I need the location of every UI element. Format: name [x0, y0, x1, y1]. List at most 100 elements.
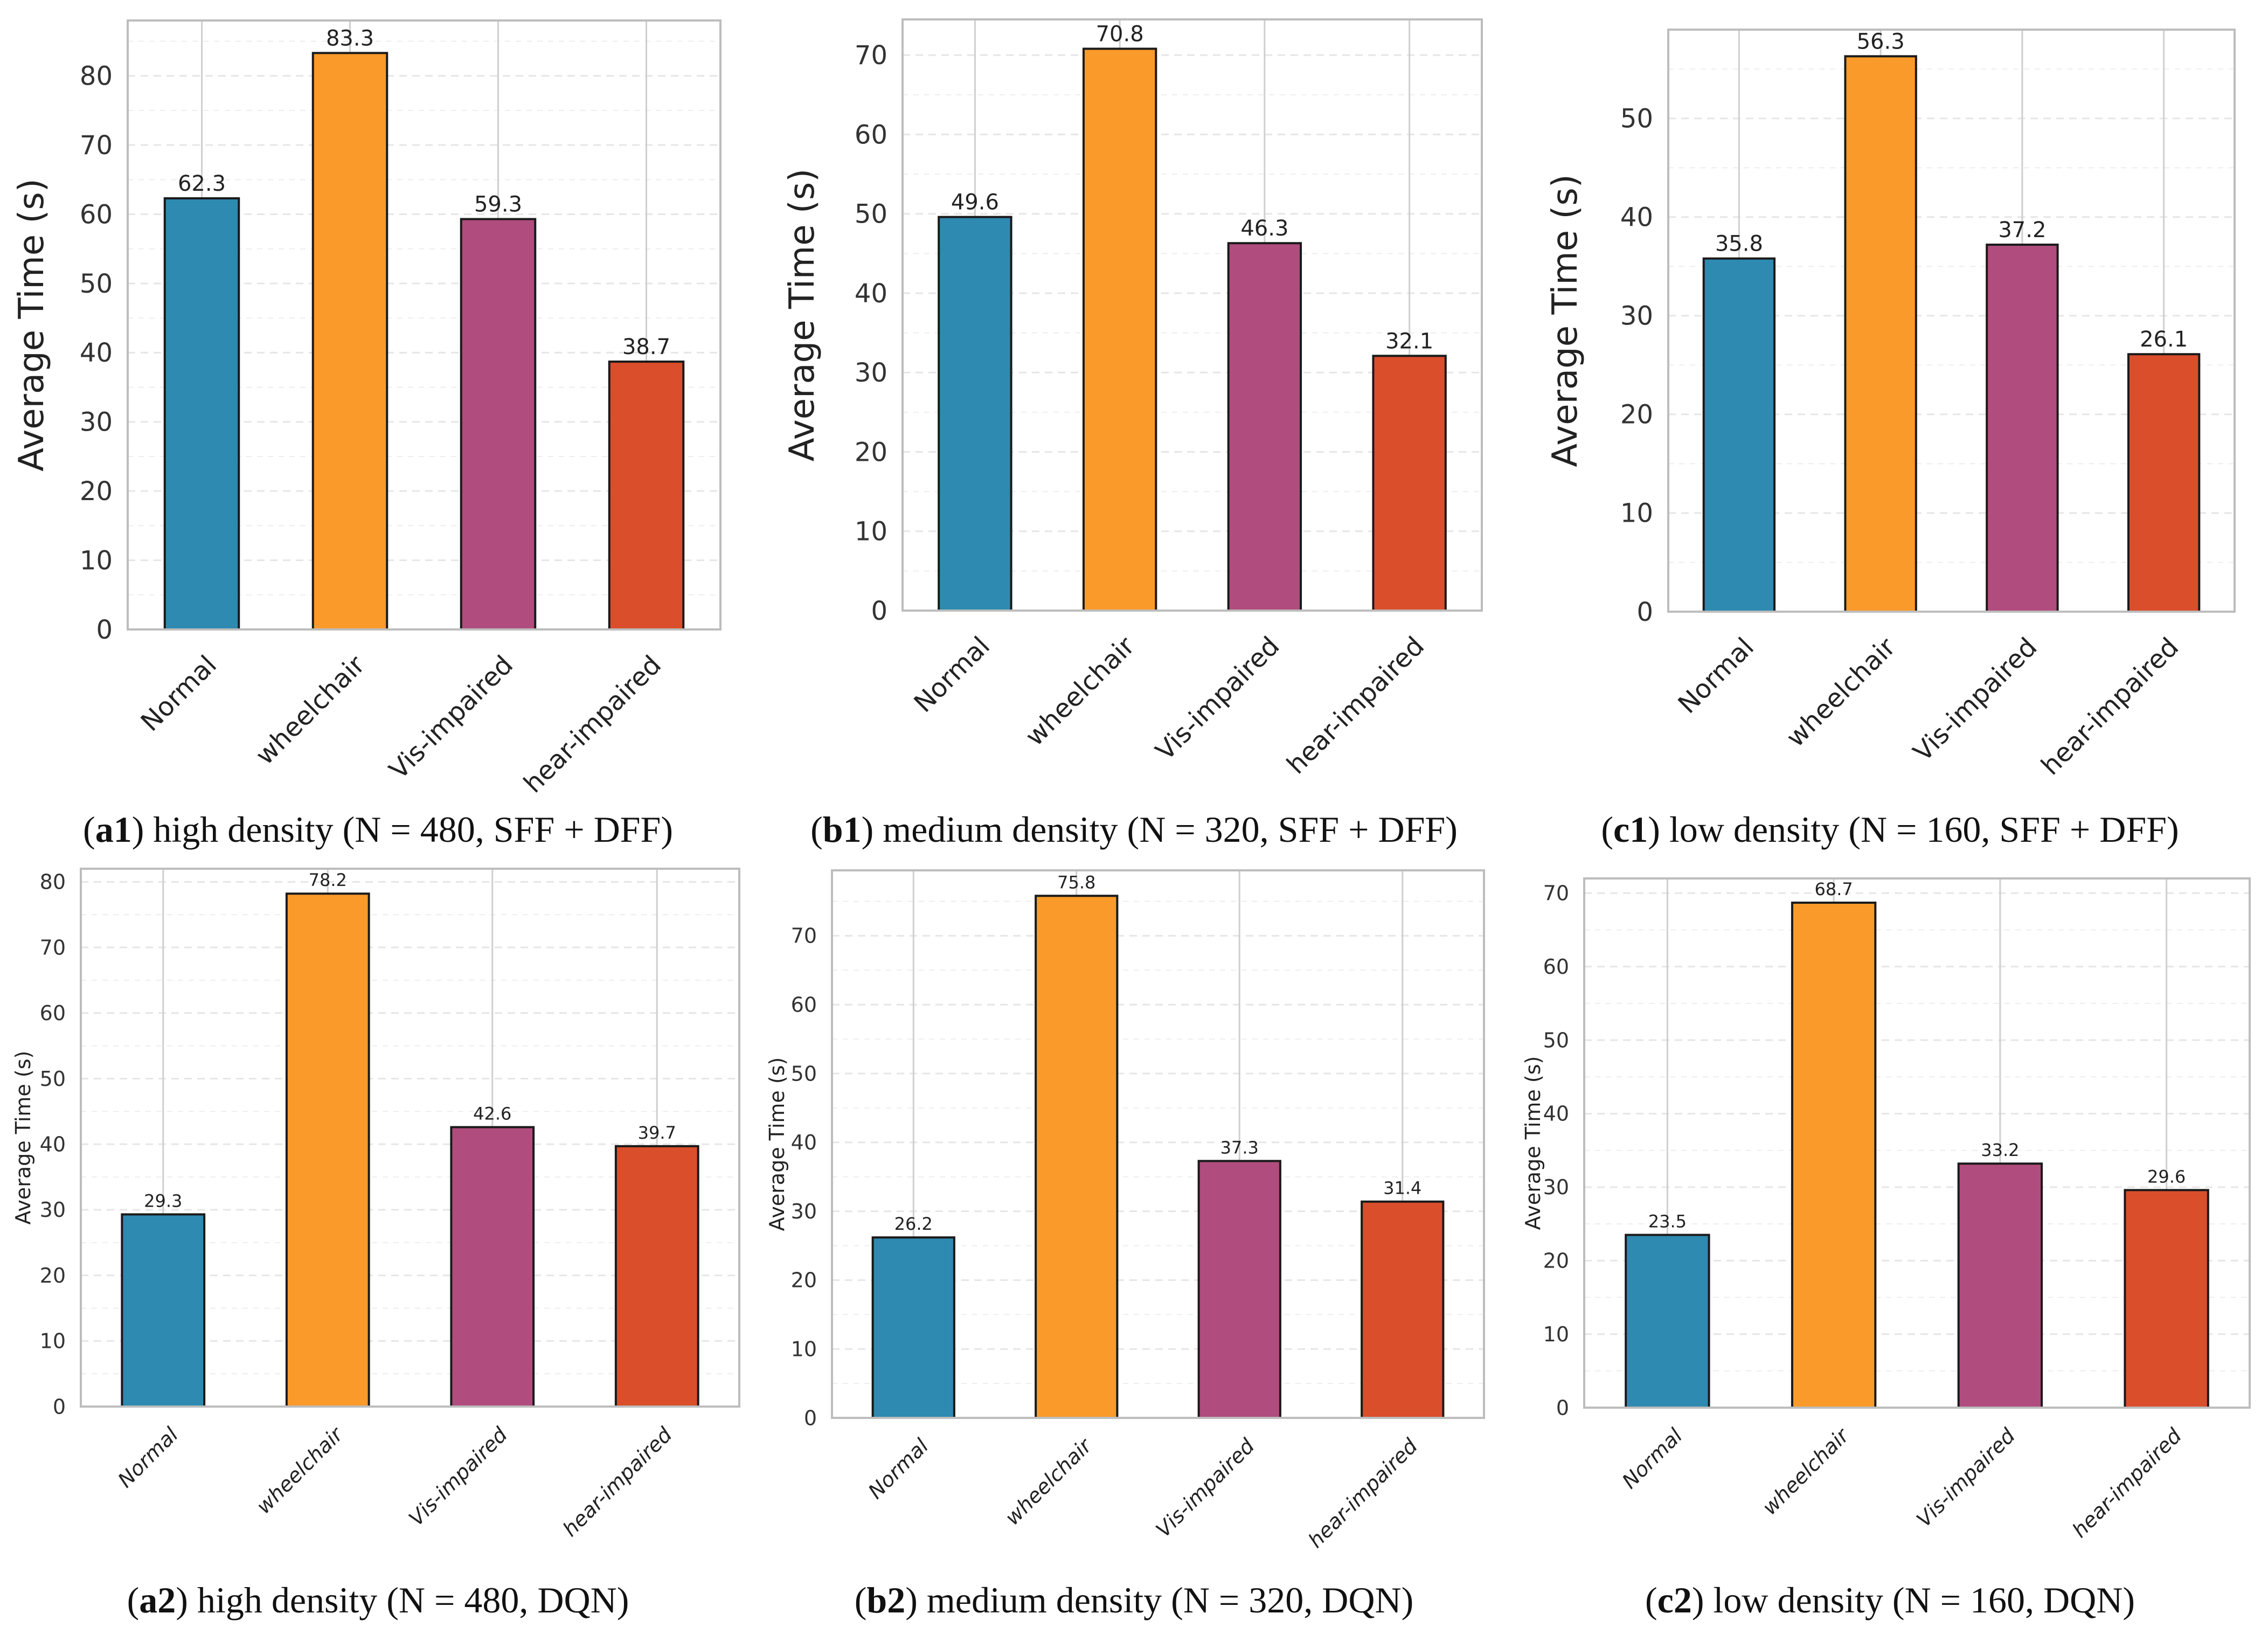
caption-text: medium density (N = 320, SFF + DFF) [883, 809, 1458, 850]
y-tick-label: 40 [80, 338, 113, 368]
y-tick-label: 40 [40, 1132, 66, 1156]
caption-tag: c2 [1657, 1580, 1692, 1621]
y-tick-label: 20 [855, 437, 887, 467]
chart-panel-c1: 0 10 20 30 40 50 35.8 56.3 37.2 26.1 Normal wheelch… [1512, 0, 2268, 868]
value-label: 59.3 [474, 192, 522, 217]
bar-vis-impaired [1986, 244, 2059, 613]
caption-text: low density (N = 160, DQN) [1713, 1580, 2135, 1621]
bar-normal [871, 1236, 955, 1419]
bar-normal [163, 197, 240, 631]
value-label: 42.6 [473, 1104, 511, 1124]
bar-vis-impaired [1957, 1162, 2043, 1409]
y-tick-label: 50 [1543, 1028, 1569, 1052]
value-label: 62.3 [178, 171, 226, 196]
bar-normal [1625, 1234, 1710, 1409]
bar-vis-impaired [1227, 242, 1302, 612]
bar-chart-b2: 0 10 20 30 40 50 60 70 26.2 75.8 37.3 31.4 Normal whe… [765, 869, 1485, 1553]
y-axis-label: Average Time (s) [1545, 174, 1585, 467]
chart-panel-b2: 0 10 20 30 40 50 60 70 26.2 75.8 37.3 31.4 Normal whe… [756, 868, 1512, 1641]
y-tick-label: 30 [80, 407, 113, 438]
value-label: 70.8 [1096, 22, 1144, 46]
chart-panel-a2: 0 10 20 30 40 50 60 70 80 29.3 78.2 42.6 39.7 Normal w… [0, 868, 756, 1641]
x-tick-label: Vis-impaired [404, 1422, 512, 1531]
caption-text: high density (N = 480, DQN) [197, 1580, 629, 1621]
y-tick-label: 0 [1636, 597, 1653, 627]
y-tick-label: 20 [80, 476, 113, 507]
caption-b2: (b2) medium density (N = 320, DQN) [854, 1580, 1414, 1621]
value-label: 35.8 [1715, 232, 1763, 257]
x-tick-label: Vis-impaired [1152, 1434, 1260, 1542]
bar-hear-impaired [1361, 1200, 1445, 1420]
y-tick-label: 50 [40, 1067, 66, 1091]
x-tick-label: hear-impaired [1281, 631, 1430, 780]
caption-tag: a1 [95, 809, 132, 850]
plot-frame [127, 19, 722, 631]
y-tick-label: 70 [791, 924, 817, 948]
value-label: 49.6 [951, 190, 999, 215]
y-tick-label: 80 [80, 61, 113, 92]
bar-wheelchair [1035, 895, 1119, 1420]
value-label: 37.2 [1998, 218, 2046, 243]
value-label: 38.7 [622, 335, 670, 359]
chart-panel-c2: 0 10 20 30 40 50 60 70 23.5 68.7 33.2 29.6 Normal whe… [1512, 868, 2268, 1641]
y-tick-label: 80 [40, 870, 66, 894]
x-tick-label: Vis-impaired [1908, 632, 2043, 767]
x-tick-label: wheelchair [1019, 631, 1141, 752]
value-label: 29.6 [2147, 1166, 2186, 1187]
caption-tag: b2 [866, 1580, 906, 1621]
y-tick-label: 60 [855, 120, 887, 150]
bar-wheelchair [311, 52, 389, 631]
x-tick-label: wheelchair [250, 649, 371, 771]
bar-normal [121, 1213, 206, 1408]
y-tick-label: 50 [855, 199, 887, 230]
bar-hear-impaired [608, 361, 685, 631]
x-tick-label: hear-impaired [2035, 632, 2184, 781]
chart-panel-a1: 0 10 20 30 40 50 60 70 80 62.3 83.3 59.3 38.7 Normal w… [0, 0, 756, 868]
bar-normal [1702, 257, 1776, 613]
bar-wheelchair [1082, 47, 1157, 612]
value-label: 26.1 [2140, 327, 2188, 352]
bar-chart-a2: 0 10 20 30 40 50 60 70 80 29.3 78.2 42.6 39.7 Normal w… [11, 868, 740, 1541]
y-tick-label: 30 [1620, 301, 1653, 331]
y-tick-label: 0 [96, 615, 113, 645]
bar-hear-impaired [614, 1145, 699, 1408]
x-tick-label: Normal [135, 650, 223, 737]
value-label: 56.3 [1857, 29, 1905, 54]
x-tick-label: wheelchair [252, 1422, 348, 1518]
y-axis-label: Average Time (s) [11, 1051, 35, 1225]
caption-tag: b1 [822, 809, 862, 850]
x-tick-label: Normal [908, 631, 995, 718]
x-tick-label: wheelchair [1001, 1433, 1097, 1529]
bar-hear-impaired [2127, 353, 2201, 613]
y-tick-label: 30 [1543, 1175, 1569, 1199]
caption-c1: (c1) low density (N = 160, SFF + DFF) [1601, 809, 2179, 850]
y-tick-label: 60 [791, 993, 817, 1017]
y-tick-label: 10 [40, 1330, 66, 1353]
x-tick-label: Normal [864, 1434, 933, 1504]
caption-c2: (c2) low density (N = 160, DQN) [1645, 1580, 2135, 1621]
value-label: 46.3 [1240, 216, 1288, 241]
y-tick-label: 70 [855, 40, 887, 71]
y-tick-label: 0 [871, 596, 887, 626]
y-tick-label: 40 [791, 1131, 817, 1154]
bar-wheelchair [1791, 902, 1877, 1409]
value-label: 29.3 [144, 1190, 182, 1211]
x-tick-label: Normal [113, 1423, 183, 1492]
chart-panel-b1: 0 10 20 30 40 50 60 70 49.6 70.8 46.3 32.1 Normal whe… [756, 0, 1512, 868]
caption-text: high density (N = 480, SFF + DFF) [153, 809, 673, 850]
x-tick-label: hear-impaired [1303, 1434, 1422, 1552]
y-tick-label: 40 [1620, 203, 1653, 233]
x-tick-label: Vis-impaired [384, 650, 519, 785]
y-tick-label: 0 [53, 1395, 66, 1418]
value-label: 68.7 [1815, 879, 1853, 899]
bar-vis-impaired [450, 1126, 535, 1408]
bar-wheelchair [1844, 55, 1917, 613]
y-tick-label: 20 [791, 1269, 817, 1292]
x-tick-label: hear-impaired [558, 1422, 677, 1541]
y-tick-label: 30 [40, 1198, 66, 1222]
x-tick-label: Vis-impaired [1912, 1423, 2020, 1532]
bar-chart-c2: 0 10 20 30 40 50 60 70 23.5 68.7 33.2 29.6 Normal whe… [1521, 877, 2251, 1542]
caption-text: low density (N = 160, SFF + DFF) [1669, 809, 2179, 850]
value-label: 39.7 [638, 1123, 676, 1143]
y-axis-label: Average Time (s) [765, 1057, 789, 1231]
